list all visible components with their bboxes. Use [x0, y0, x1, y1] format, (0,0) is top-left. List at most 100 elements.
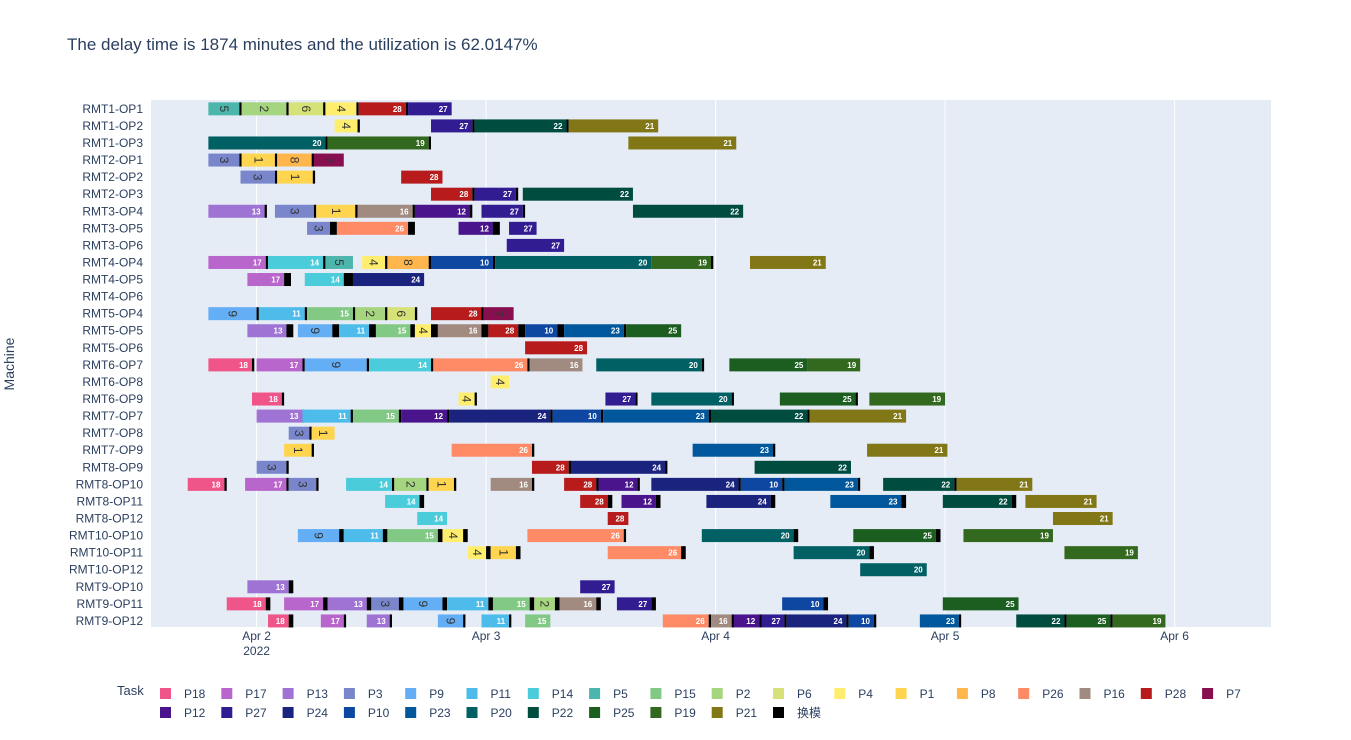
- legend-item[interactable]: P4: [834, 687, 873, 701]
- legend-item[interactable]: P19: [650, 706, 696, 720]
- task-bar[interactable]: 9: [297, 529, 340, 543]
- task-bar[interactable]: [515, 546, 521, 560]
- task-bar[interactable]: 15: [307, 307, 353, 321]
- legend-item[interactable]: P22: [527, 706, 574, 720]
- task-bar[interactable]: [369, 324, 376, 338]
- task-bar[interactable]: 15: [525, 614, 551, 628]
- task-bar[interactable]: [366, 358, 370, 372]
- task-bar[interactable]: 24: [786, 614, 847, 628]
- task-bar[interactable]: 23: [564, 324, 624, 338]
- task-bar[interactable]: 14: [417, 512, 448, 526]
- task-bar[interactable]: 26: [336, 221, 409, 235]
- task-bar[interactable]: 18: [251, 392, 282, 406]
- task-bar[interactable]: 28: [580, 494, 608, 508]
- task-bar[interactable]: [857, 477, 861, 491]
- task-bar[interactable]: 1: [284, 443, 312, 457]
- task-bar[interactable]: 20: [651, 392, 732, 406]
- task-bar[interactable]: 9: [297, 324, 333, 338]
- task-bar[interactable]: [738, 477, 741, 491]
- task-bar[interactable]: [256, 307, 259, 321]
- legend-item[interactable]: P7: [1202, 687, 1241, 701]
- task-bar[interactable]: [419, 494, 425, 508]
- task-bar[interactable]: 1: [428, 477, 454, 491]
- task-bar[interactable]: 11: [258, 307, 305, 321]
- task-bar[interactable]: 28: [431, 307, 482, 321]
- task-bar[interactable]: [665, 460, 668, 474]
- task-bar[interactable]: 17: [320, 614, 344, 628]
- task-bar[interactable]: 21: [809, 409, 907, 423]
- legend-item[interactable]: P21: [711, 706, 758, 720]
- task-bar[interactable]: [414, 307, 418, 321]
- task-bar[interactable]: 18: [226, 597, 266, 611]
- task-bar[interactable]: [437, 529, 443, 543]
- task-bar[interactable]: [339, 529, 344, 543]
- legend-item[interactable]: P26: [1018, 687, 1064, 701]
- task-bar[interactable]: [330, 221, 337, 235]
- task-bar[interactable]: 1: [311, 426, 335, 440]
- task-bar[interactable]: 12: [621, 494, 656, 508]
- task-bar[interactable]: 19: [963, 529, 1053, 543]
- task-bar[interactable]: 6: [387, 307, 415, 321]
- task-bar[interactable]: 3: [256, 460, 287, 474]
- task-bar[interactable]: [901, 494, 907, 508]
- task-bar[interactable]: [954, 477, 957, 491]
- legend-item[interactable]: P25: [589, 706, 635, 720]
- task-bar[interactable]: [935, 529, 941, 543]
- legend-item[interactable]: P12: [160, 706, 206, 720]
- task-bar[interactable]: 13: [366, 614, 390, 628]
- task-bar[interactable]: 12: [458, 221, 493, 235]
- task-bar[interactable]: 16: [529, 358, 583, 372]
- task-bar[interactable]: [711, 255, 714, 269]
- legend-item[interactable]: P15: [650, 687, 696, 701]
- task-bar[interactable]: [782, 477, 785, 491]
- task-bar[interactable]: 4: [442, 529, 464, 543]
- task-bar[interactable]: 9: [437, 614, 464, 628]
- task-bar[interactable]: [1011, 494, 1017, 508]
- task-bar[interactable]: [323, 255, 326, 269]
- task-bar[interactable]: 28: [607, 512, 629, 526]
- task-bar[interactable]: 24: [571, 460, 666, 474]
- task-bar[interactable]: [550, 409, 553, 423]
- task-bar[interactable]: 26: [433, 358, 528, 372]
- task-bar[interactable]: 15: [352, 409, 399, 423]
- task-bar[interactable]: [286, 477, 289, 491]
- legend-item[interactable]: P14: [527, 687, 574, 701]
- task-bar[interactable]: [265, 597, 271, 611]
- task-bar[interactable]: 2: [394, 477, 427, 491]
- task-bar[interactable]: [772, 443, 776, 457]
- task-bar[interactable]: [463, 614, 466, 628]
- task-bar[interactable]: 11: [302, 409, 351, 423]
- task-bar[interactable]: 11: [343, 529, 383, 543]
- task-bar[interactable]: [873, 614, 877, 628]
- task-bar[interactable]: [302, 358, 305, 372]
- task-bar[interactable]: 20: [208, 136, 326, 150]
- task-bar[interactable]: 23: [919, 614, 959, 628]
- task-bar[interactable]: 13: [247, 580, 289, 594]
- task-bar[interactable]: [492, 221, 500, 235]
- task-bar[interactable]: 22: [942, 494, 1012, 508]
- task-bar[interactable]: 3: [307, 221, 331, 235]
- task-bar[interactable]: [635, 392, 638, 406]
- task-bar[interactable]: 15: [492, 597, 530, 611]
- task-bar[interactable]: [239, 153, 242, 167]
- task-bar[interactable]: 10: [525, 324, 558, 338]
- task-bar[interactable]: 3: [274, 204, 314, 218]
- task-bar[interactable]: 26: [607, 546, 682, 560]
- task-bar[interactable]: 24: [706, 494, 771, 508]
- task-bar[interactable]: [410, 324, 415, 338]
- task-bar[interactable]: [708, 409, 711, 423]
- task-bar[interactable]: [391, 477, 395, 491]
- task-bar[interactable]: 25: [1066, 614, 1111, 628]
- task-bar[interactable]: [869, 546, 874, 560]
- task-bar[interactable]: [463, 529, 468, 543]
- task-bar[interactable]: 22: [474, 119, 567, 133]
- task-bar[interactable]: [486, 546, 491, 560]
- task-bar[interactable]: [265, 255, 269, 269]
- task-bar[interactable]: 6: [288, 102, 324, 116]
- legend-item[interactable]: P2: [711, 687, 751, 701]
- task-bar[interactable]: 15: [375, 324, 411, 338]
- legend-item[interactable]: P27: [221, 706, 267, 720]
- task-bar[interactable]: [470, 204, 473, 218]
- task-bar[interactable]: [1110, 614, 1113, 628]
- task-bar[interactable]: 16: [711, 614, 732, 628]
